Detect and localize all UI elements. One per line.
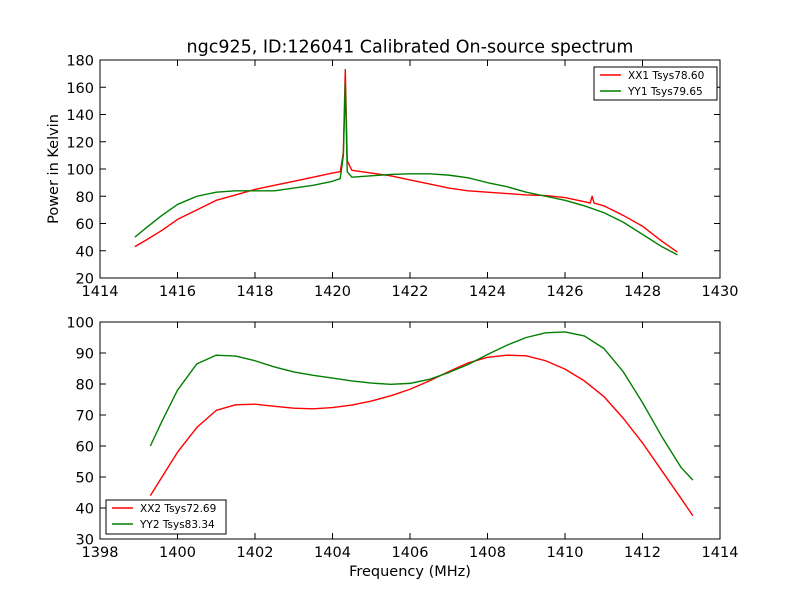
y-tick-label: 40 <box>76 244 94 260</box>
y-tick-label: 60 <box>76 440 94 456</box>
series-line-2 <box>134 82 678 256</box>
y-tick-label: 120 <box>66 135 94 151</box>
legend-entry: XX2 Tsys72.69 <box>140 503 216 515</box>
x-tick-label: 1398 <box>82 545 119 561</box>
x-tick-label: 1402 <box>237 545 274 561</box>
legend-entry: XX1 Tsys78.60 <box>628 70 704 82</box>
x-tick-label: 1408 <box>469 545 506 561</box>
y-tick-label: 80 <box>76 190 94 206</box>
legend: XX1 Tsys78.60 YY1 Tsys79.65 <box>593 66 718 101</box>
subplot-2: 1398 1400 1402 1404 1406 1408 1410 1412 1414 30 40… <box>66 316 738 581</box>
x-tick-label: 1414 <box>82 284 119 300</box>
x-tick-label: 1412 <box>624 545 661 561</box>
x-tick-label: 1416 <box>159 284 196 300</box>
x-tick-label: 1414 <box>702 545 739 561</box>
x-tick-label: 1418 <box>237 284 274 300</box>
x-tick-label: 1406 <box>392 545 429 561</box>
legend-entry: YY1 Tsys79.65 <box>627 86 703 98</box>
y-tick-label: 40 <box>76 502 94 518</box>
x-tick-label: 1430 <box>702 284 739 300</box>
legend: XX2 Tsys72.69 YY2 Tsys83.34 <box>105 499 227 535</box>
x-axis-label: Frequency (MHz) <box>349 564 471 580</box>
y-tick-label: 100 <box>66 316 94 332</box>
y-tick-label: 90 <box>76 347 94 363</box>
y-tick-label: 30 <box>76 533 94 549</box>
x-tick-label: 1404 <box>314 545 351 561</box>
plot-area <box>149 331 694 517</box>
x-tick-label: 1426 <box>547 284 584 300</box>
legend-box <box>593 66 718 101</box>
x-tick-label: 1400 <box>159 545 196 561</box>
x-tick-label: 1410 <box>547 545 584 561</box>
y-axis-label: Power in Kelvin <box>46 114 62 224</box>
legend-box <box>105 499 227 535</box>
subplot-1: 1414 1416 1418 1420 1422 1424 1426 1428 1430 20 40… <box>46 54 738 301</box>
series-line-2 <box>149 331 694 481</box>
series-line-1 <box>134 68 678 253</box>
x-tick-label: 1424 <box>469 284 506 300</box>
y-tick-label: 140 <box>66 108 94 124</box>
chart-title: ngc925, ID:126041 Calibrated On-source s… <box>187 38 634 58</box>
x-tick-label: 1422 <box>392 284 429 300</box>
y-tick-label: 180 <box>66 54 94 70</box>
plot-area <box>134 68 678 256</box>
y-tick-label: 80 <box>76 378 94 394</box>
y-tick-label: 100 <box>66 163 94 179</box>
x-tick-label: 1428 <box>624 284 661 300</box>
y-tick-label: 60 <box>76 217 94 233</box>
y-tick-label: 50 <box>76 471 94 487</box>
x-tick-label: 1420 <box>314 284 351 300</box>
y-tick-label: 20 <box>76 272 94 288</box>
y-tick-label: 160 <box>66 81 94 97</box>
series-line-1 <box>149 354 694 517</box>
legend-entry: YY2 Tsys83.34 <box>139 519 215 531</box>
y-tick-label: 70 <box>76 409 94 425</box>
